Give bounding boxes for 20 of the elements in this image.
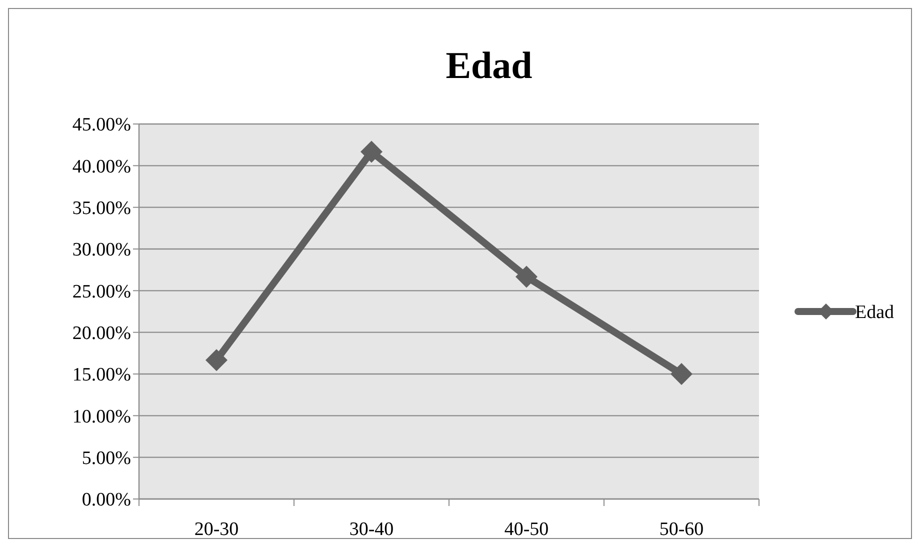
y-tick-label: 10.00% bbox=[72, 406, 132, 428]
y-tick-label: 30.00% bbox=[72, 240, 132, 261]
x-tick-label: 40-50 bbox=[504, 519, 549, 540]
x-tick-label: 30-40 bbox=[349, 519, 394, 540]
y-tick-label: 5.00% bbox=[82, 448, 132, 469]
y-tick-label: 25.00% bbox=[72, 281, 132, 302]
chart-title: Edad bbox=[446, 45, 532, 87]
y-tick-label: 40.00% bbox=[72, 156, 132, 178]
legend-label: Edad bbox=[855, 302, 895, 324]
point bbox=[670, 363, 692, 385]
point bbox=[206, 349, 228, 372]
point bbox=[360, 140, 382, 163]
x-tick-label: 20-30 bbox=[194, 519, 239, 540]
y-tick-label: 20.00% bbox=[72, 322, 132, 344]
point bbox=[516, 266, 538, 288]
y-tick-label: 35.00% bbox=[72, 198, 132, 219]
y-tick-label: 15.00% bbox=[72, 364, 132, 386]
y-tick-label: 0.00% bbox=[82, 490, 132, 511]
x-tick-label: 50-60 bbox=[659, 519, 704, 540]
y-tick-label: 45.00% bbox=[72, 114, 132, 136]
